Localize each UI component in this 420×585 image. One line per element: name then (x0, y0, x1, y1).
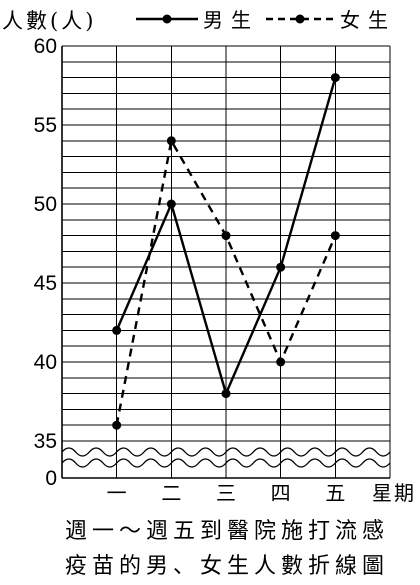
y-axis-label: 人數(人) (2, 9, 96, 33)
y-tick-label: 45 (34, 272, 57, 295)
y-tick-label: 50 (34, 193, 57, 216)
legend: 男生 女生 (136, 8, 396, 32)
legend-label: 女生 (340, 8, 396, 32)
series-0 (112, 73, 340, 399)
chart-title-line-2: 疫苗的男、女生人數折線圖 (65, 554, 389, 579)
series-0-point-3 (276, 262, 286, 272)
y-tick-label: 35 (34, 430, 57, 453)
y-tick-label: 0 (45, 467, 57, 490)
series-1-point-2 (221, 231, 231, 241)
y-tick-labels: 60 55 50 45 40 35 0 (34, 35, 57, 490)
x-tick-label: 五 (325, 481, 345, 505)
y-tick-label: 60 (34, 35, 57, 58)
x-tick-label: 一 (107, 481, 127, 505)
axes (61, 46, 390, 479)
axis-break (61, 447, 391, 468)
legend-label: 男生 (203, 8, 259, 32)
series-1-point-3 (276, 357, 286, 367)
y-tick-label: 55 (34, 114, 57, 137)
series-0-point-2 (221, 389, 231, 399)
series-0-point-0 (112, 325, 122, 335)
x-axis-label: 星期 (372, 481, 416, 505)
legend-marker (295, 14, 305, 24)
grid (62, 45, 391, 478)
x-tick-label: 三 (216, 481, 236, 505)
series-group (112, 73, 340, 430)
chart-title-line-1: 週一～週五到醫院施打流感 (65, 519, 389, 544)
series-0-point-1 (166, 199, 176, 209)
x-tick-labels: 一二三四五 (107, 481, 346, 505)
series-1-point-0 (112, 420, 122, 430)
axis-break-wave-1 (61, 447, 391, 457)
legend-marker (162, 14, 172, 24)
x-tick-label: 二 (161, 481, 181, 505)
y-tick-label: 40 (34, 351, 57, 374)
series-1 (112, 136, 340, 430)
legend-item-1: 女生 (266, 8, 396, 32)
legend-item-0: 男生 (136, 8, 259, 32)
series-0-point-4 (330, 73, 340, 83)
series-1-point-4 (330, 231, 340, 241)
axis-break-wave-2 (61, 458, 391, 468)
x-tick-label: 四 (271, 481, 291, 505)
series-1-point-1 (166, 136, 176, 146)
